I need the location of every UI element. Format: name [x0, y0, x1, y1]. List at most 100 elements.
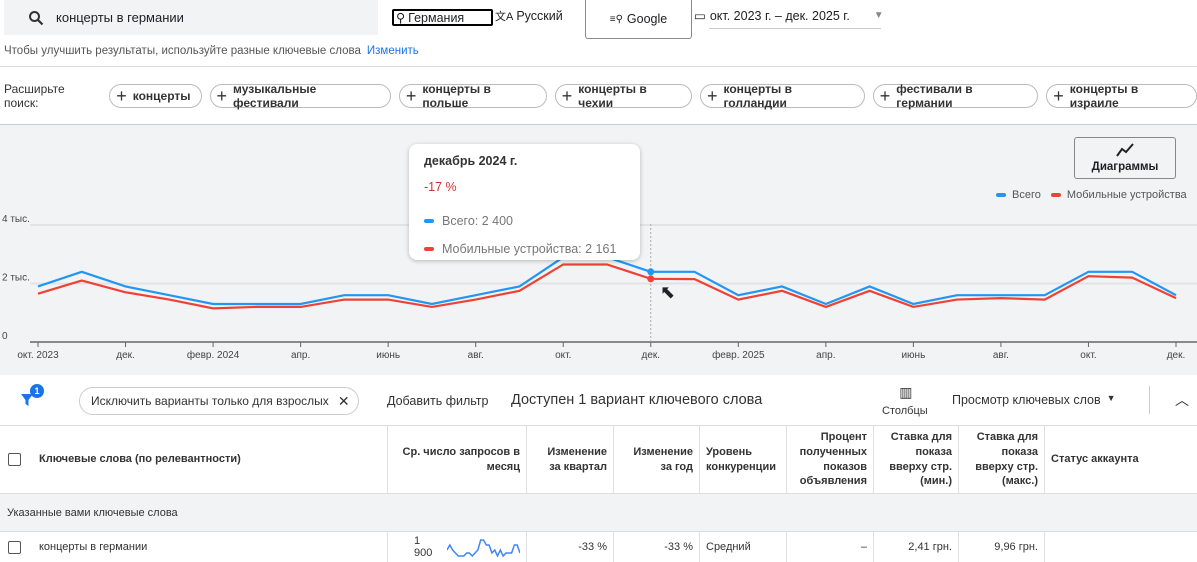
- bid-low-cell: 2,41 грн.: [874, 532, 959, 562]
- header-quarter-change[interactable]: Изменение за квартал: [527, 426, 614, 493]
- hint: Чтобы улучшить результаты, используйте р…: [4, 45, 419, 57]
- expand-search: Расширьте поиск: + концерты + музыкальные …: [4, 82, 1197, 110]
- language-label: Русский: [516, 9, 563, 23]
- keyword-view-dropdown[interactable]: Просмотр ключевых слов ▼: [952, 393, 1116, 407]
- header-year-change[interactable]: Изменение за год: [614, 426, 700, 493]
- plus-icon: +: [706, 86, 718, 106]
- change-link[interactable]: Изменить: [366, 45, 419, 57]
- table-row: концерты в германии: [0, 532, 388, 562]
- year-change-cell: -33 %: [614, 532, 700, 562]
- plus-icon: +: [1053, 86, 1064, 106]
- search-network-icon: ≡⚲: [609, 13, 623, 25]
- series-line-mobile: [37, 263, 1177, 310]
- quarter-change-cell: -33 %: [527, 532, 614, 562]
- plus-icon: +: [879, 86, 891, 106]
- keyword-cell: концерты в германии: [39, 541, 148, 553]
- header-account-status[interactable]: Статус аккаунта: [1051, 453, 1139, 466]
- x-tick-label: дек.: [116, 350, 135, 361]
- total-swatch: [424, 219, 434, 223]
- adult-filter-chip[interactable]: Исключить варианты только для взрослых ✕: [79, 387, 359, 415]
- x-tick-label: авг.: [468, 350, 484, 361]
- columns-button[interactable]: ▥ Столбцы: [882, 384, 928, 417]
- close-icon[interactable]: ✕: [337, 392, 350, 409]
- plus-icon: +: [561, 86, 573, 106]
- search-icon: [29, 10, 44, 25]
- header-keyword-label[interactable]: Ключевые слова (по релевантности): [39, 453, 241, 466]
- suggestion-chip[interactable]: + концерты в израиле: [1046, 82, 1197, 110]
- x-tick-label: февр. 2024: [187, 349, 240, 361]
- chip-label: музыкальные фестивали: [233, 82, 317, 110]
- suggestion-chip[interactable]: + музыкальные фестивали: [209, 82, 391, 110]
- header-keyword: Ключевые слова (по релевантности): [0, 426, 388, 493]
- row-checkbox[interactable]: [8, 540, 21, 554]
- y-tick-label: 2 тыс.: [2, 273, 30, 284]
- x-tick-label: июнь: [376, 350, 400, 361]
- tooltip-total: Всего: 2 400: [442, 214, 514, 228]
- date-range-selector[interactable]: ▭ окт. 2023 г. – дек. 2025 г. ▼: [694, 8, 884, 29]
- tooltip-change: -17 %: [424, 180, 457, 194]
- chip-label: фестивали в германии: [896, 82, 973, 110]
- search-box[interactable]: концерты в германии: [4, 0, 378, 35]
- y-tick-label: 4 тыс.: [2, 214, 30, 225]
- dropdown-arrow-icon: ▼: [1106, 393, 1116, 403]
- account-status-cell: [1045, 532, 1197, 562]
- group-row: Указанные вами ключевые слова: [0, 493, 1197, 532]
- header-bid-low[interactable]: Ставка для показа вверху стр. (мин.): [874, 426, 959, 493]
- impression-share-cell: –: [787, 532, 874, 562]
- filter-icon[interactable]: [20, 390, 36, 411]
- x-tick-label: апр.: [291, 350, 310, 361]
- date-range-label: окт. 2023 г. – дек. 2025 г.: [709, 8, 850, 23]
- x-tick-label: окт. 2023: [17, 350, 59, 361]
- suggestion-chip[interactable]: + концерты в польше: [398, 82, 547, 110]
- legend-mobile-swatch: [1050, 193, 1061, 197]
- filter-bar: 1 Исключить варианты только для взрослых…: [0, 376, 1197, 426]
- x-tick-label: дек.: [641, 350, 660, 361]
- chart-legend: Всего Мобильные устройства: [996, 189, 1187, 201]
- location-pin-icon: ⚲: [396, 11, 406, 25]
- chart-tooltip: декабрь 2024 г. -17 % Всего: 2 400 Мобил…: [409, 144, 640, 260]
- header-competition[interactable]: Уровень конкуренции: [700, 426, 787, 493]
- x-tick-label: февр. 2025: [712, 349, 765, 361]
- trend-sparkline: [447, 539, 520, 558]
- language-selector[interactable]: 文A Русский: [495, 8, 563, 24]
- divider: [0, 66, 1197, 67]
- chip-label: концерты в польше: [422, 82, 491, 110]
- filter-count-badge: 1: [30, 384, 44, 398]
- diagrams-button[interactable]: Диаграммы: [1074, 137, 1176, 179]
- translate-icon: 文A: [495, 11, 514, 23]
- columns-icon: ▥: [899, 384, 912, 400]
- plus-icon: +: [216, 86, 228, 106]
- adult-chip-label: Исключить варианты только для взрослых: [91, 394, 329, 408]
- search-engine-selector[interactable]: ≡⚲ Google: [585, 0, 692, 39]
- header-bid-high[interactable]: Ставка для показа вверху стр. (макс.): [959, 426, 1045, 493]
- tooltip-title: декабрь 2024 г.: [424, 154, 518, 168]
- header-impression-share[interactable]: Процент полученных показов объявления: [787, 426, 874, 493]
- header-avg-searches[interactable]: Ср. число запросов в месяц: [388, 426, 527, 493]
- mobile-swatch: [424, 247, 434, 251]
- searches-cell: 1 900: [414, 535, 433, 559]
- x-tick-label: окт.: [1080, 350, 1096, 361]
- calendar-icon: ▭: [694, 9, 706, 23]
- competition-cell: Средний: [700, 532, 787, 562]
- add-filter-button[interactable]: Добавить фильтр: [387, 394, 489, 408]
- legend-total: Всего: [1012, 189, 1041, 201]
- expand-label: Расширьте поиск:: [4, 82, 65, 110]
- location-label: Германия: [408, 10, 465, 25]
- hint-text: Чтобы улучшить результаты, используйте р…: [4, 45, 361, 57]
- suggestion-chip[interactable]: + концерты в чехии: [554, 82, 692, 110]
- plus-icon: +: [405, 86, 417, 106]
- data-point: [647, 275, 655, 283]
- columns-label: Столбцы: [882, 405, 928, 417]
- x-tick-label: авг.: [993, 350, 1009, 361]
- mouse-cursor-icon: ⬉: [660, 282, 676, 302]
- plus-icon: +: [116, 86, 127, 106]
- suggestion-chip[interactable]: + фестивали в германии: [872, 82, 1039, 110]
- sparkline-line: [447, 539, 520, 558]
- select-all-checkbox[interactable]: [8, 453, 21, 466]
- legend-total-swatch: [996, 193, 1006, 197]
- suggestion-chip[interactable]: + концерты в голландии: [699, 82, 865, 110]
- location-selector[interactable]: ⚲ Германия: [392, 9, 493, 26]
- suggestion-chip[interactable]: + концерты: [109, 84, 202, 108]
- collapse-chevron-icon[interactable]: ︿: [1175, 392, 1189, 408]
- engine-label: Google: [626, 12, 668, 26]
